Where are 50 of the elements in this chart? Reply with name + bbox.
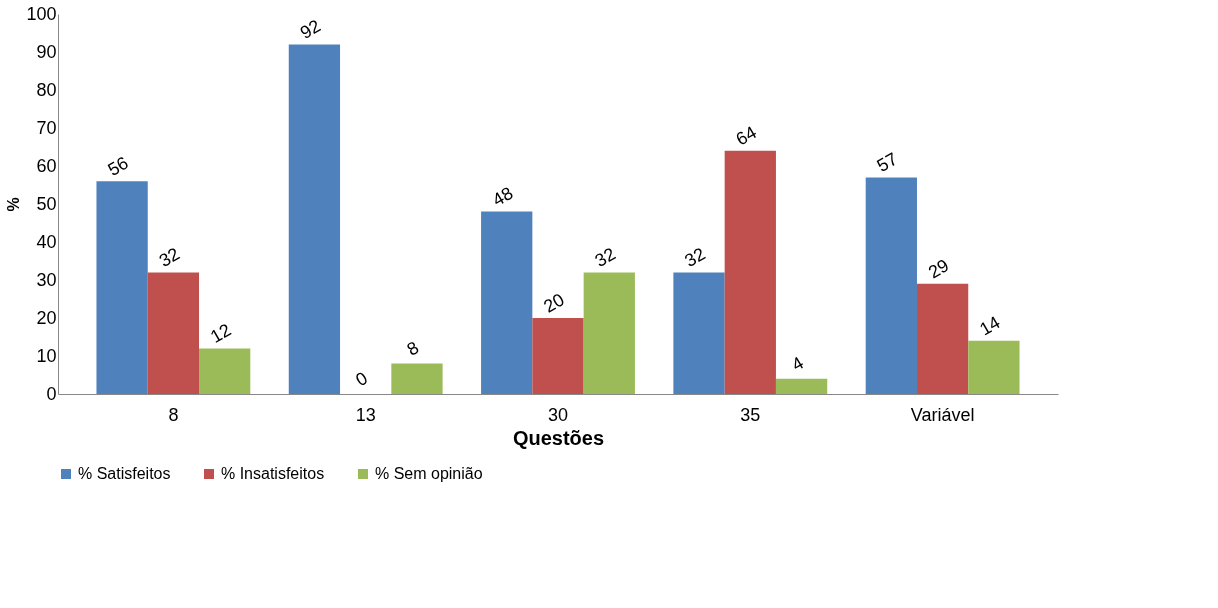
data-label: 20 bbox=[540, 289, 568, 317]
y-tick-label: 100 bbox=[26, 3, 57, 24]
bar bbox=[916, 283, 969, 394]
legend-label: % Satisfeitos bbox=[78, 465, 171, 482]
data-label: 29 bbox=[924, 255, 953, 283]
y-tick-label: 90 bbox=[36, 41, 57, 62]
y-tick-label: 40 bbox=[36, 231, 57, 252]
bar bbox=[968, 340, 1020, 394]
x-axis-title: Questões bbox=[512, 426, 605, 449]
data-label: 56 bbox=[104, 152, 132, 180]
y-tick-label: 80 bbox=[36, 79, 57, 100]
y-tick-label: 30 bbox=[36, 269, 57, 290]
y-tick-label: 10 bbox=[36, 345, 57, 366]
bar bbox=[583, 272, 635, 394]
y-axis-title: % bbox=[5, 197, 23, 212]
data-label: 57 bbox=[873, 148, 901, 177]
bar bbox=[391, 363, 443, 394]
bar bbox=[673, 272, 725, 394]
bar bbox=[481, 211, 533, 394]
legend-label: % Insatisfeitos bbox=[221, 465, 325, 482]
data-label: 0 bbox=[352, 367, 371, 391]
bar bbox=[199, 348, 251, 394]
y-tick-label: 50 bbox=[36, 193, 57, 214]
data-label: 8 bbox=[403, 337, 423, 360]
x-tick-label: 8 bbox=[168, 404, 179, 425]
data-label: 12 bbox=[206, 319, 235, 348]
bar bbox=[288, 44, 341, 394]
data-label: 92 bbox=[296, 15, 325, 44]
data-label: 32 bbox=[591, 243, 619, 272]
y-tick-label: 70 bbox=[36, 117, 57, 138]
bar bbox=[724, 150, 776, 394]
bar bbox=[96, 181, 148, 394]
y-tick-label: 0 bbox=[46, 383, 57, 404]
x-tick-label: Variável bbox=[910, 404, 975, 425]
y-tick-label: 20 bbox=[36, 307, 57, 328]
data-label: 4 bbox=[788, 352, 807, 375]
x-tick-label: 35 bbox=[740, 404, 761, 425]
y-tick-label: 60 bbox=[36, 155, 57, 176]
bar bbox=[147, 272, 200, 394]
data-label: 48 bbox=[489, 182, 517, 211]
data-label: 32 bbox=[681, 243, 709, 272]
data-label: 14 bbox=[976, 312, 1004, 340]
data-label: 32 bbox=[155, 243, 184, 272]
x-tick-label: 13 bbox=[355, 404, 376, 425]
bar bbox=[532, 318, 584, 394]
legend-label: % Sem opinião bbox=[375, 465, 483, 482]
bar bbox=[865, 177, 917, 394]
x-tick-label: 30 bbox=[547, 404, 569, 425]
data-label: 64 bbox=[732, 122, 760, 150]
bar bbox=[775, 378, 828, 394]
